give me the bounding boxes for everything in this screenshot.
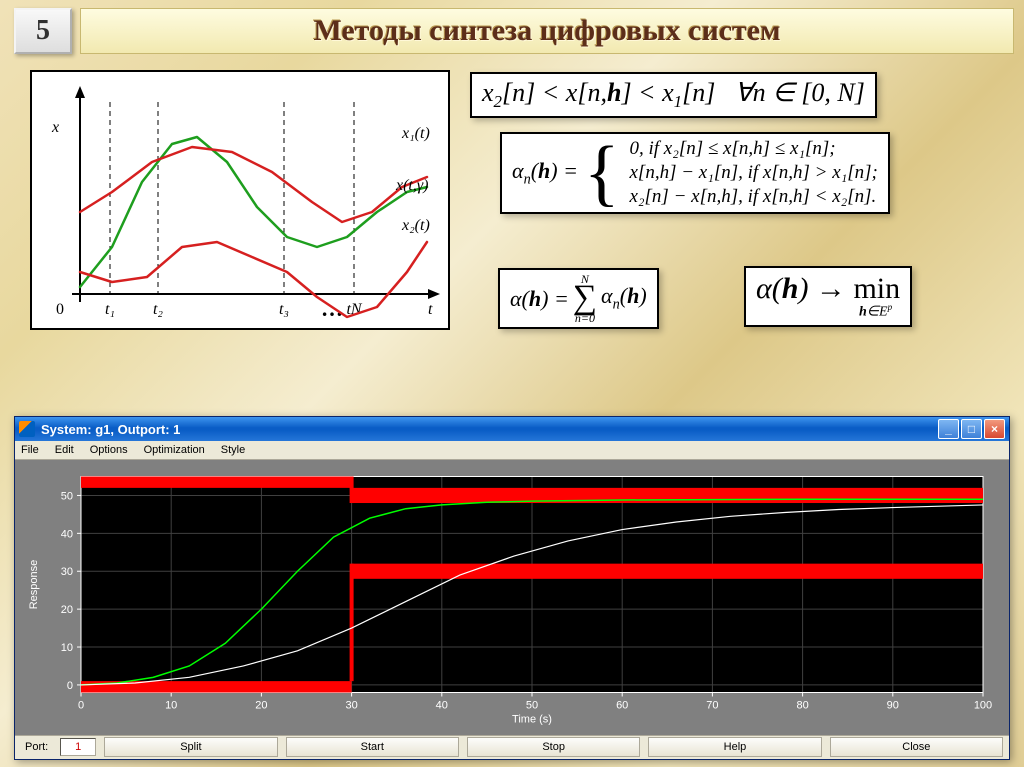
formula-piecewise: αn(h) = { 0, if x₂[n] ≤ x[n,h] ≤ x₁[n]; … [500,132,890,214]
slide-title: Методы синтеза цифровых систем [313,14,780,48]
svg-text:Time (s): Time (s) [512,713,552,725]
menu-edit[interactable]: Edit [55,444,74,456]
svg-text:x₁(t): x₁(t) [401,125,430,142]
matlab-plot-svg: 0 10 20 30 40 50 60 70 80 90 100 0 10 20 30 40 50 Time (s… [21,466,1003,729]
matlab-icon [19,421,35,437]
piecewise-line-1: 0, if x₂[n] ≤ x[n,h] ≤ x₁[n]; [630,138,878,160]
svg-text:Response: Response [28,560,40,610]
svg-text:20: 20 [255,699,267,711]
svg-text:50: 50 [526,699,538,711]
svg-text:60: 60 [616,699,628,711]
svg-text:t₁: t₁ [105,301,115,318]
matlab-bottombar: Port: 1 Split Start Stop Help Close [15,735,1009,759]
matlab-menubar: File Edit Options Optimization Style [15,441,1009,460]
schematic-chart: t₁t₂t₃tN…x0tx₁(t)x(t,γ)x₂(t) [30,70,450,330]
svg-text:t: t [428,301,433,318]
stop-button[interactable]: Stop [467,737,640,757]
svg-text:0: 0 [67,680,73,692]
svg-text:x₂(t): x₂(t) [401,217,430,234]
matlab-plot-area: 0 10 20 30 40 50 60 70 80 90 100 0 10 20 30 40 50 Time (s… [15,460,1009,735]
formula-objective: α(h) → min h∈Ep [744,266,912,327]
port-input[interactable]: 1 [60,738,96,756]
formula-sum: α(h) = N ∑ n=0 αn(h) [498,268,659,329]
menu-options[interactable]: Options [90,444,128,456]
svg-text:10: 10 [61,642,73,654]
close-button[interactable]: × [984,419,1005,439]
svg-text:30: 30 [61,566,73,578]
svg-text:20: 20 [61,604,73,616]
svg-text:80: 80 [796,699,808,711]
svg-text:100: 100 [974,699,992,711]
slide-number: 5 [14,8,72,54]
matlab-titlebar: System: g1, Outport: 1 _ □ × [15,417,1009,441]
svg-text:x(t,γ): x(t,γ) [395,177,429,194]
minimize-button[interactable]: _ [938,419,959,439]
help-button[interactable]: Help [648,737,821,757]
matlab-title-text: System: g1, Outport: 1 [41,422,180,437]
svg-text:30: 30 [345,699,357,711]
piecewise-line-3: x₂[n] − x[n,h], if x[n,h] < x₂[n]. [630,186,878,208]
maximize-button[interactable]: □ [961,419,982,439]
svg-text:10: 10 [165,699,177,711]
menu-file[interactable]: File [21,444,39,456]
close-bottom-button[interactable]: Close [830,737,1003,757]
svg-text:t₃: t₃ [279,301,289,318]
menu-optimization[interactable]: Optimization [144,444,205,456]
port-label: Port: [21,741,52,753]
menu-style[interactable]: Style [221,444,245,456]
svg-text:50: 50 [61,490,73,502]
title-bar: Методы синтеза цифровых систем [80,8,1014,54]
formula-constraint: x2[n] < x[n,h] < x1[n] ∀n ∈ [0, N] [470,72,877,118]
svg-text:40: 40 [436,699,448,711]
matlab-window: System: g1, Outport: 1 _ □ × File Edit O… [14,416,1010,760]
split-button[interactable]: Split [104,737,277,757]
start-button[interactable]: Start [286,737,459,757]
svg-text:40: 40 [61,528,73,540]
svg-text:0: 0 [78,699,84,711]
sum-lower: n=0 [575,313,595,323]
svg-text:70: 70 [706,699,718,711]
schematic-svg: t₁t₂t₃tN…x0tx₁(t)x(t,γ)x₂(t) [32,72,452,332]
svg-text:t₂: t₂ [153,301,163,318]
svg-text:x: x [51,119,59,136]
svg-text:0: 0 [56,301,64,318]
svg-text:90: 90 [887,699,899,711]
piecewise-line-2: x[n,h] − x₁[n], if x[n,h] > x₁[n]; [630,162,878,184]
